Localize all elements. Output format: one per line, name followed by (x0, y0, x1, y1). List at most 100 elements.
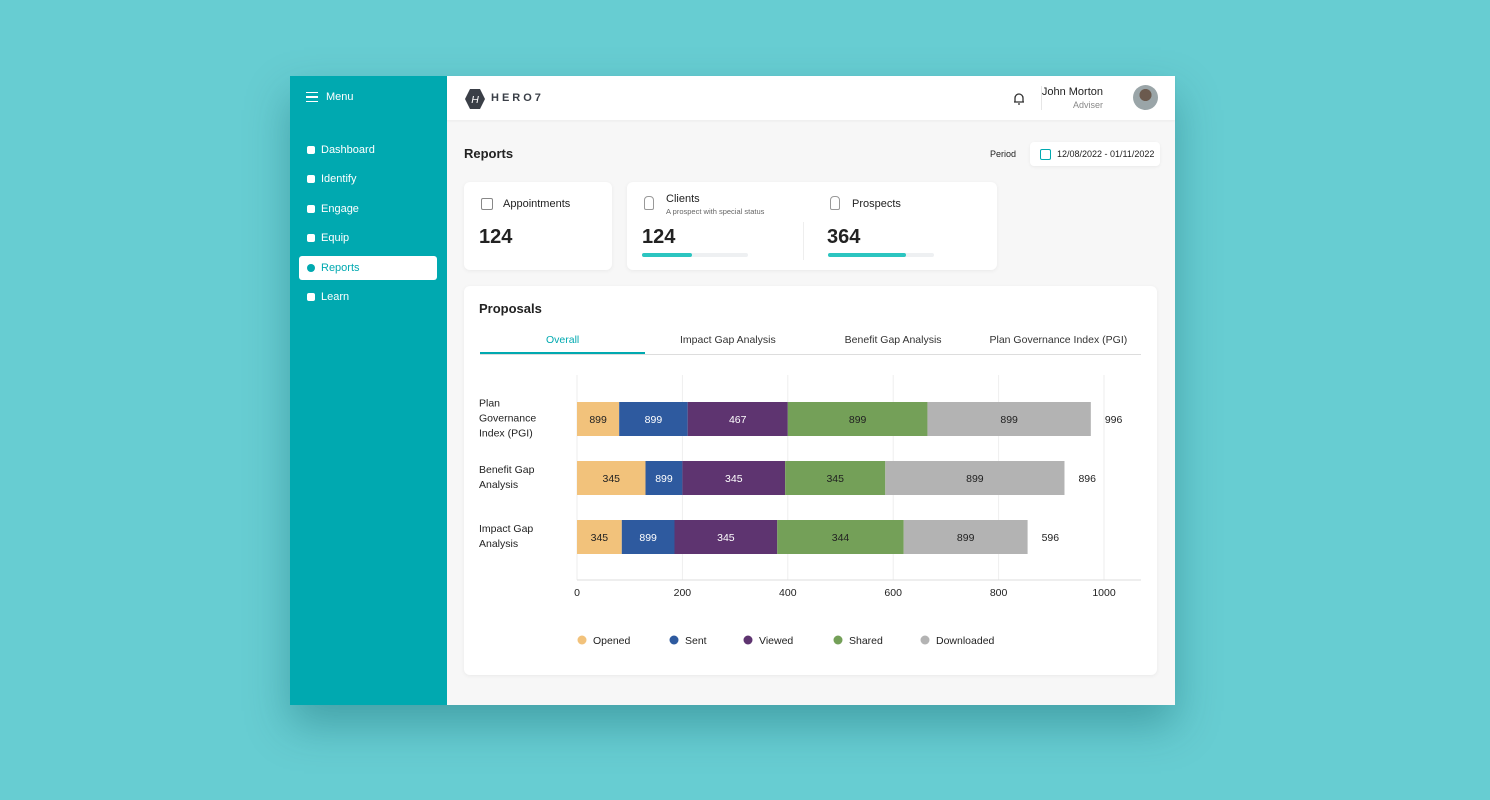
stat-card: Appointments 124 (464, 182, 612, 270)
legend-marker (743, 635, 753, 645)
nav-item[interactable]: Identify (299, 167, 437, 191)
legend-marker (669, 635, 679, 645)
divider (1041, 86, 1042, 110)
bar-segment (785, 461, 886, 495)
segment-label: 344 (832, 532, 850, 544)
progress-track (828, 253, 934, 257)
stat-label: Clients (666, 193, 700, 205)
nav-item[interactable]: Equip (299, 226, 437, 250)
tab[interactable]: Plan Governance Index (PGI) (989, 334, 1128, 346)
logo-text: HERO7 (491, 92, 544, 104)
y-tick-label: Impact Gap Analysis (479, 523, 534, 550)
total-label: 896 (1078, 473, 1096, 485)
bar-segment (885, 461, 1065, 495)
x-tick-label: 200 (674, 587, 692, 599)
bar-segment (621, 520, 675, 554)
bar-segment (787, 402, 928, 436)
progress-fill (828, 253, 907, 257)
menu-icon[interactable] (306, 92, 318, 102)
tab[interactable]: Impact Gap Analysis (680, 334, 776, 346)
tabs: Overall Impact Gap Analysis Benefit Gap … (480, 334, 1141, 355)
chart: 0 200 400 600 800 1000 899 899 467 899 899 996 345 89… (574, 375, 1141, 647)
nav-label: Reports (321, 262, 360, 274)
segment-label: 345 (591, 532, 609, 544)
x-tick-label: 600 (884, 587, 902, 599)
user-name[interactable]: John Morton (1041, 86, 1103, 98)
stat-value: 364 (827, 226, 861, 248)
x-tick-label: 400 (779, 587, 797, 599)
period-value: 12/08/2022 - 01/11/2022 (1057, 149, 1155, 159)
user-role: Adviser (1072, 100, 1103, 110)
nav-item[interactable]: Dashboard (299, 138, 437, 162)
nav-item[interactable]: Engage (299, 197, 437, 221)
bar-segment (903, 520, 1028, 554)
divider (803, 222, 804, 260)
legend-marker (920, 635, 930, 645)
segment-label: 345 (826, 473, 844, 485)
legend-marker (833, 635, 843, 645)
bar-segment (645, 461, 683, 495)
stat-sublabel: A prospect with special status (666, 207, 765, 216)
legend-label: Viewed (759, 635, 793, 647)
avatar[interactable] (1133, 85, 1158, 110)
stat-card: Clients A prospect with special status 1… (627, 182, 997, 270)
segment-label: 899 (957, 532, 975, 544)
nav-label: Engage (321, 203, 359, 215)
segment-label: 899 (966, 473, 984, 485)
legend-marker (577, 635, 587, 645)
legend-label: Sent (685, 635, 707, 647)
stat-value: 124 (479, 226, 513, 248)
segment-label: 345 (717, 532, 735, 544)
segment-label: 899 (639, 532, 657, 544)
proposals-card: Proposals Overall Impact Gap Analysis Be… (464, 286, 1157, 675)
total-label: 596 (1042, 532, 1060, 544)
stat-value: 124 (642, 226, 676, 248)
progress-track (642, 253, 748, 257)
segment-label: 899 (655, 473, 673, 485)
legend-label: Downloaded (936, 635, 995, 647)
calendar-icon (1040, 149, 1051, 160)
nav-label: Equip (321, 232, 350, 244)
bar-segment (674, 520, 778, 554)
page-title: Reports (464, 146, 514, 161)
total-label: 996 (1105, 414, 1123, 426)
x-tick-label: 1000 (1092, 587, 1116, 599)
nav-label: Dashboard (321, 144, 375, 156)
segment-label: 899 (1000, 414, 1018, 426)
bar-segment (577, 520, 622, 554)
segment-label: 345 (602, 473, 620, 485)
nav-label: Identify (321, 173, 357, 185)
y-tick-label: Benefit Gap Analysis (479, 464, 535, 491)
legend-label: Shared (849, 635, 883, 647)
nav-label: Learn (321, 291, 350, 303)
segment-label: 345 (725, 473, 743, 485)
bar-segment (619, 402, 688, 436)
bar-segment (687, 402, 788, 436)
menu-label[interactable]: Menu (326, 91, 354, 103)
period-label: Period (990, 149, 1017, 159)
bell-icon[interactable] (1012, 92, 1026, 106)
bar-segment (927, 402, 1091, 436)
bar-segment (577, 402, 620, 436)
person-icon (644, 196, 654, 210)
person-icon (830, 196, 840, 210)
stat-label: Prospects (852, 198, 901, 210)
nav-item[interactable]: Reports (299, 256, 437, 280)
logo-icon: H (465, 89, 485, 109)
nav-item[interactable]: Learn (299, 285, 437, 309)
x-tick-label: 0 (574, 587, 580, 599)
bar-segment (682, 461, 786, 495)
tab[interactable]: Overall (480, 334, 646, 354)
header: H HERO7 John Morton Adviser (447, 76, 1175, 120)
x-tick-label: 800 (990, 587, 1008, 599)
bar-segment (577, 461, 646, 495)
progress-fill (642, 253, 692, 257)
svg-text:H: H (471, 94, 479, 106)
tab[interactable]: Benefit Gap Analysis (844, 334, 942, 346)
sidebar: Menu Dashboard Identify Engage Equip Rep… (290, 76, 447, 705)
period-picker[interactable]: 12/08/2022 - 01/11/2022 (1030, 142, 1160, 166)
y-tick-label: Plan Governance Index (PGI) (479, 397, 537, 440)
legend-label: Opened (593, 635, 631, 647)
calendar-icon (481, 198, 493, 210)
